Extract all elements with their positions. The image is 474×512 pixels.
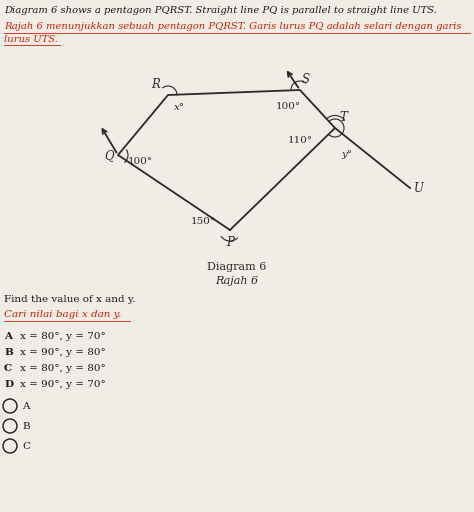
Text: x = 90°, y = 80°: x = 90°, y = 80° — [20, 348, 106, 357]
Text: B: B — [4, 348, 13, 357]
Text: T: T — [339, 111, 347, 124]
Text: x = 90°, y = 70°: x = 90°, y = 70° — [20, 380, 106, 389]
Text: x = 80°, y = 80°: x = 80°, y = 80° — [20, 364, 106, 373]
Text: C: C — [4, 364, 12, 373]
Text: Find the value of x and y.: Find the value of x and y. — [4, 295, 136, 304]
Text: y°: y° — [341, 150, 352, 159]
Text: 150°: 150° — [191, 217, 216, 226]
Text: x = 80°, y = 70°: x = 80°, y = 70° — [20, 332, 106, 341]
Text: A: A — [4, 332, 12, 341]
Text: P: P — [226, 236, 234, 249]
Text: lurus UTS.: lurus UTS. — [4, 35, 58, 44]
Text: D: D — [4, 380, 13, 389]
Text: Rajah 6 menunjukkan sebuah pentagon PQRST. Garis lurus PQ adalah selari dengan g: Rajah 6 menunjukkan sebuah pentagon PQRS… — [4, 22, 462, 31]
Text: U: U — [414, 182, 424, 196]
Text: 100°: 100° — [275, 102, 301, 111]
Text: S: S — [302, 73, 310, 86]
Text: A: A — [22, 402, 29, 411]
Text: 110°: 110° — [288, 136, 313, 145]
Text: Diagram 6: Diagram 6 — [207, 262, 267, 272]
Text: x°: x° — [174, 103, 185, 112]
Text: R: R — [151, 78, 160, 91]
Text: 100°: 100° — [128, 157, 153, 166]
Text: Diagram 6 shows a pentagon PQRST. Straight line PQ is parallel to straight line : Diagram 6 shows a pentagon PQRST. Straig… — [4, 6, 437, 15]
Text: Cari nilai bagi x dan y.: Cari nilai bagi x dan y. — [4, 310, 121, 319]
Text: B: B — [22, 422, 29, 431]
Text: Q: Q — [104, 150, 114, 162]
Text: Rajah 6: Rajah 6 — [216, 276, 258, 286]
Text: C: C — [22, 442, 30, 451]
